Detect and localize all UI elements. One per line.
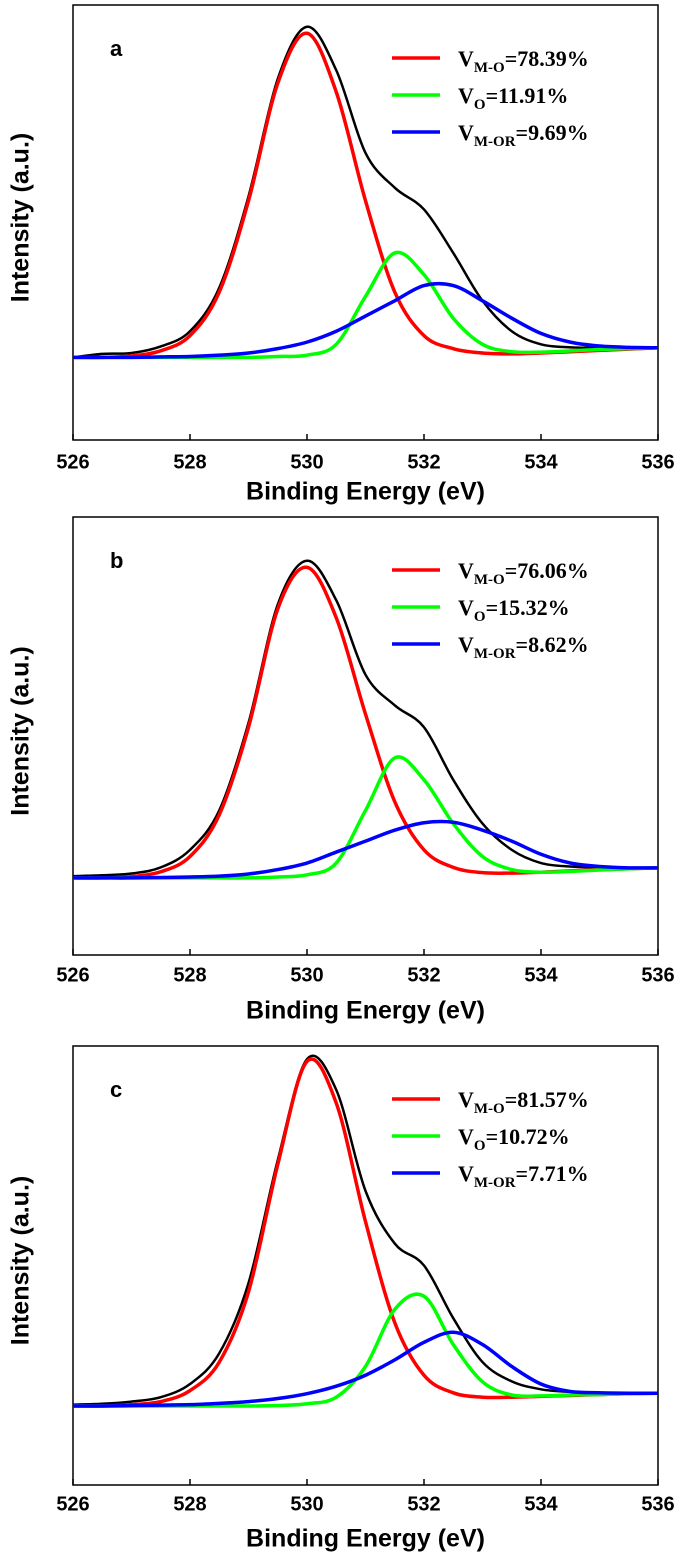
x-tick-label: 536: [641, 451, 674, 473]
x-tick-label: 532: [407, 451, 440, 473]
panel: 526 528 530 532 534 536 Binding Energy (eV) Int…: [7, 4, 675, 506]
x-tick-label: 532: [407, 964, 440, 986]
data-line: [72, 31, 659, 360]
x-tick-label: 526: [56, 964, 89, 986]
legend-entry: VM-O=81.57%: [458, 1087, 589, 1117]
x-tick-label: 528: [173, 451, 206, 473]
data-line: [72, 1054, 659, 1406]
x-axis-title: Binding Energy (eV): [246, 997, 485, 1025]
x-tick-label: 534: [524, 964, 558, 986]
data-line: [73, 281, 659, 360]
plot-frame: [72, 1045, 659, 1486]
legend-entry: VM-O=76.06%: [458, 558, 589, 588]
x-axis-title: Binding Energy (eV): [246, 478, 485, 506]
y-axis-title: Intensity (a.u.): [7, 646, 35, 815]
legend-entry: VM-O=78.39%: [458, 46, 589, 76]
x-tick-label: 526: [56, 451, 89, 473]
legend-entry: VO=11.91%: [458, 83, 568, 113]
legend-entry: VM-OR=9.69%: [458, 120, 589, 150]
data-line: [73, 1292, 659, 1408]
data-line: [72, 559, 659, 878]
legend-entry: VM-OR=7.71%: [458, 1161, 589, 1191]
panel: 526 528 530 532 534 536 Binding Energy (eV) Int…: [7, 1045, 675, 1553]
x-tick-label: 532: [407, 1493, 440, 1515]
x-tick-label: 536: [641, 964, 674, 986]
data-line: [72, 1330, 659, 1408]
y-axis-title: Intensity (a.u.): [7, 1176, 35, 1345]
data-line: [73, 755, 659, 880]
x-tick-label: 528: [173, 1493, 206, 1515]
x-tick-label: 528: [173, 964, 206, 986]
legend-entry: VM-OR=8.62%: [458, 632, 589, 662]
x-axis-title: Binding Energy (eV): [246, 1525, 485, 1553]
panel: 526 528 530 532 534 536 Binding Energy (eV) Int…: [7, 516, 675, 1025]
x-tick-label: 530: [290, 451, 323, 473]
legend-entry: VO=15.32%: [458, 595, 570, 625]
panel-label: b: [110, 548, 123, 573]
x-tick-label: 526: [56, 1493, 89, 1515]
legend-entry: VO=10.72%: [458, 1124, 570, 1154]
y-axis-title: Intensity (a.u.): [7, 133, 35, 302]
panel-label: c: [110, 1077, 122, 1102]
data-line: [72, 565, 659, 880]
data-line: [72, 25, 659, 359]
plot-frame: [72, 516, 659, 956]
x-tick-label: 530: [290, 964, 323, 986]
x-tick-label: 536: [641, 1493, 674, 1515]
data-line: [73, 819, 659, 880]
plot-frame: [72, 4, 659, 441]
panel-label: a: [110, 36, 123, 61]
x-tick-label: 530: [290, 1493, 323, 1515]
x-tick-label: 534: [524, 451, 558, 473]
x-tick-label: 534: [524, 1493, 558, 1515]
